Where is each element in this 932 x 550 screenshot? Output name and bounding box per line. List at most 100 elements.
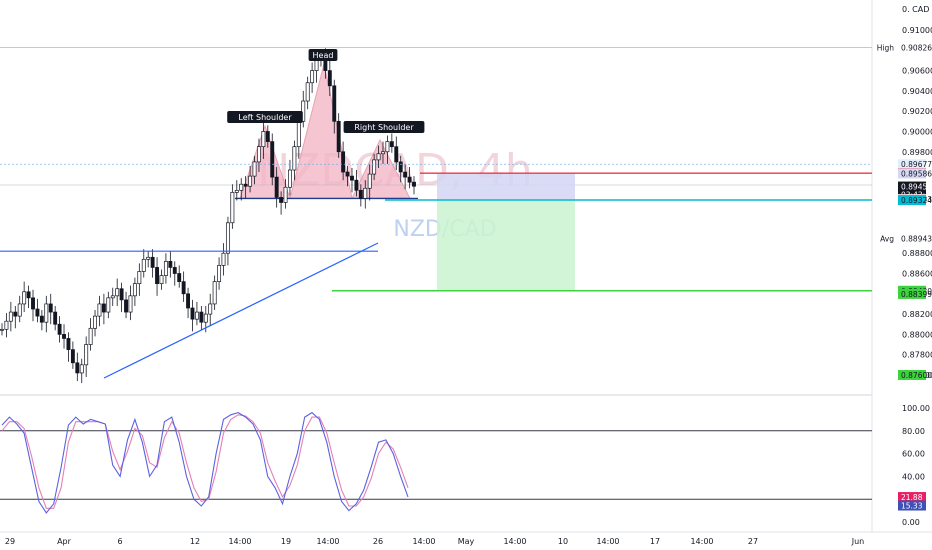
time-tick-label: 17 [650, 537, 660, 546]
candle-body [177, 273, 182, 282]
stop-zone [437, 173, 575, 201]
candle-body [403, 171, 408, 178]
candle-body [230, 191, 235, 224]
support-trend-line [103, 242, 379, 379]
candle-body [217, 265, 222, 282]
price-tick-label: 0.90000 [902, 127, 932, 136]
currency-label: 0. CAD [902, 5, 929, 14]
candle-body [119, 288, 124, 301]
candle-body [203, 313, 208, 323]
candle-body [84, 344, 89, 366]
candle-body [93, 315, 97, 329]
time-tick-label: 14:00 [596, 537, 619, 546]
price-tag-value: 0.88943 [901, 235, 932, 244]
candle-body [225, 222, 230, 254]
price-tick-label: 0.88000 [902, 330, 932, 339]
candle-body [57, 323, 62, 335]
price-tag-value: 0.89324 [901, 196, 932, 205]
oscillator-tick-label: 40.00 [902, 472, 925, 481]
candle-body [363, 187, 368, 199]
price-tick-label: 0.88800 [902, 249, 932, 258]
candle-body [274, 176, 279, 198]
time-tick-label: May [458, 537, 475, 546]
pattern-annotations[interactable]: Head Left Shoulder Right Shoulder [227, 49, 425, 133]
candle-body [124, 299, 128, 313]
candle-body [132, 283, 137, 297]
candle-body [190, 307, 195, 320]
short-position-tool[interactable] [332, 172, 872, 292]
time-tick-label: Apr [57, 537, 72, 546]
candle-body [115, 288, 120, 297]
price-tick-label: 0.89800 [902, 148, 932, 157]
candle-body [17, 303, 22, 317]
candle-series[interactable] [0, 48, 416, 384]
time-tick-label: 19 [281, 537, 291, 546]
price-tag-caption: High [877, 44, 894, 53]
candle-body [296, 120, 301, 148]
candle-body [159, 275, 164, 285]
trend-lines[interactable] [0, 242, 379, 379]
price-tag-range [898, 168, 926, 179]
candle-body [234, 189, 239, 193]
price-tag-entry [898, 195, 926, 206]
time-tick-label: 14:00 [503, 537, 526, 546]
candle-body [172, 267, 177, 274]
stoch-d-tag [898, 500, 926, 511]
oscillator-tick-label: 0.00 [902, 518, 920, 527]
candle-body [44, 303, 49, 323]
candle-body [332, 85, 337, 122]
price-tag-low [898, 369, 926, 380]
candle-body [141, 258, 146, 272]
candle-body [310, 70, 315, 84]
candle-body [181, 281, 186, 295]
candle-body [248, 175, 253, 187]
oscillator-tick-label: 80.00 [902, 427, 925, 436]
price-tag-caption: Avg [880, 235, 894, 244]
candle-body [146, 256, 151, 260]
stoch-d-line [1, 414, 409, 509]
candle-body [256, 146, 261, 163]
stoch-k-tag [898, 492, 926, 503]
annotation-head: Head [313, 51, 334, 60]
candle-body [327, 70, 332, 87]
candle-body [101, 303, 106, 313]
price-tick-label: 0.90600 [902, 67, 932, 76]
candle-body [243, 183, 248, 187]
candle-body [381, 151, 385, 155]
candle-body [265, 131, 270, 142]
candle-body [221, 252, 226, 266]
price-tag-value: 0.88399 [901, 290, 932, 299]
candle-body [0, 328, 4, 331]
time-tick-label: 6 [117, 537, 122, 546]
candle-body [39, 315, 44, 323]
candle-body [367, 173, 372, 189]
time-tick-label: 14:00 [412, 537, 435, 546]
candle-body [288, 169, 292, 188]
candle-body [66, 338, 71, 350]
time-tick-label: 12 [190, 537, 200, 546]
candle-body [137, 271, 142, 285]
candle-body [26, 291, 31, 299]
time-tick-label: 14:00 [228, 537, 251, 546]
target-zone [437, 200, 575, 291]
time-axis[interactable]: 29 Apr 6 12 14:00 19 14:00 26 14:00 May 14:00 10 14:… [5, 537, 864, 546]
time-tick-label: 27 [748, 537, 758, 546]
candle-body [412, 181, 416, 187]
candle-body [128, 295, 133, 313]
price-axis[interactable]: 0. CAD 0.91000 0.90600 0.90400 0.90200 0.9000… [0, 5, 932, 380]
candle-body [341, 151, 346, 173]
candle-body [261, 131, 266, 148]
candle-body [314, 60, 319, 71]
candle-body [394, 146, 399, 163]
candle-body [53, 311, 58, 325]
candle-body [186, 293, 191, 309]
candle-body [358, 189, 363, 199]
price-tick-label: 0.90200 [902, 107, 932, 116]
price-tag-avg [897, 233, 927, 245]
candle-body [155, 267, 160, 285]
candle-body [35, 308, 40, 317]
candle-body [168, 260, 173, 268]
time-tick-label: 29 [5, 537, 15, 546]
